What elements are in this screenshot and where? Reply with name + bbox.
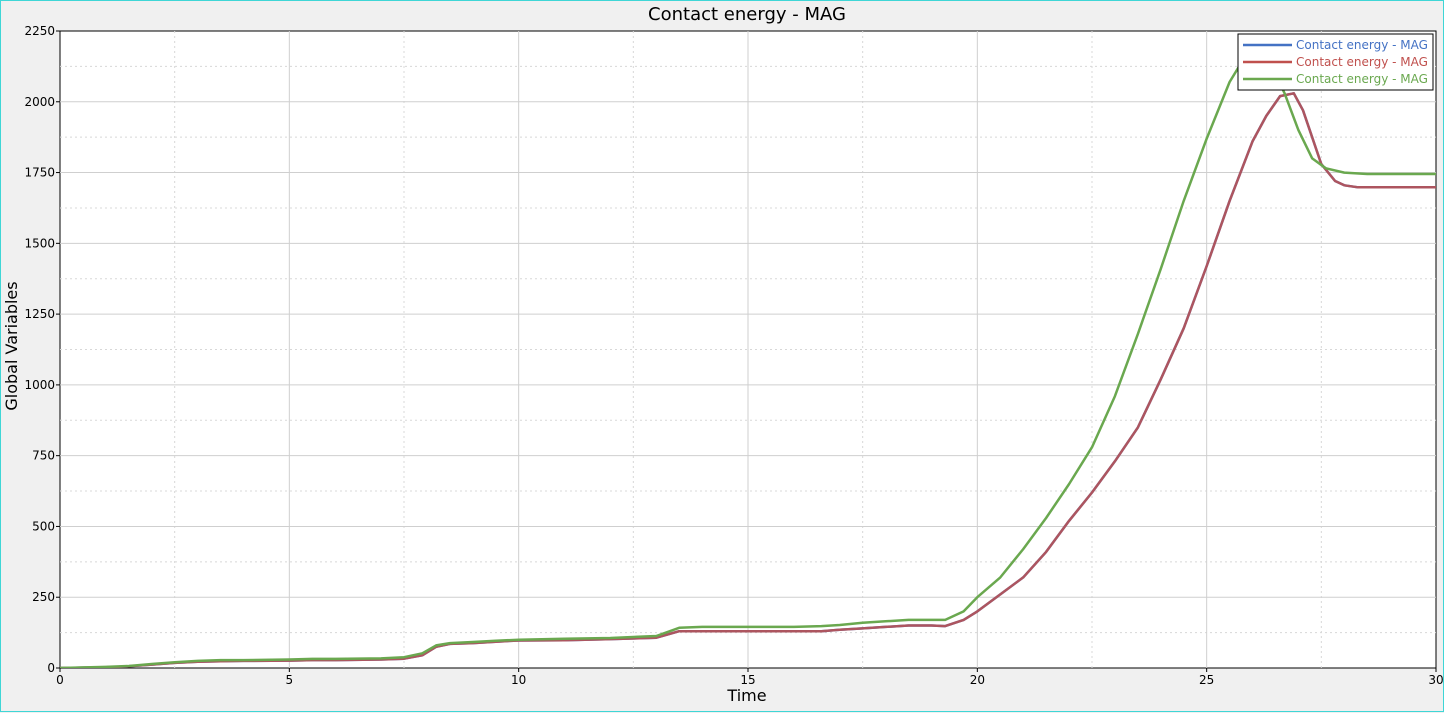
- legend-label-3: Contact energy - MAG: [1296, 72, 1428, 86]
- x-tick-label: 10: [511, 673, 526, 687]
- y-axis-title: Global Variables: [2, 281, 21, 410]
- legend-label-2: Contact energy - MAG: [1296, 55, 1428, 69]
- y-tick-label: 0: [47, 661, 55, 675]
- x-tick-label: 30: [1428, 673, 1443, 687]
- x-tick-label: 15: [740, 673, 755, 687]
- y-tick-label: 750: [32, 449, 55, 463]
- y-tick-label: 500: [32, 519, 55, 533]
- y-tick-label: 1250: [24, 307, 55, 321]
- legend-label-1: Contact energy - MAG: [1296, 38, 1428, 52]
- x-tick-label: 0: [56, 673, 64, 687]
- x-tick-label: 5: [286, 673, 294, 687]
- x-axis-title: Time: [726, 686, 766, 705]
- y-tick-label: 250: [32, 590, 55, 604]
- y-tick-label: 1000: [24, 378, 55, 392]
- tick-layer: 0 5 10 15 20 25 30 0 250 500 750 1000 1250 1500 1750 20…: [24, 24, 1443, 687]
- y-tick-label: 1500: [24, 236, 55, 250]
- y-tick-label: 1750: [24, 166, 55, 180]
- x-tick-label: 25: [1199, 673, 1214, 687]
- legend: Contact energy - MAG Contact energy - MAG…: [1237, 33, 1434, 91]
- chart-title: Contact energy - MAG: [648, 4, 846, 25]
- y-tick-label: 2000: [24, 95, 55, 109]
- y-tick-label: 2250: [24, 24, 55, 38]
- grid-layer: [60, 31, 1436, 668]
- x-tick-label: 20: [970, 673, 985, 687]
